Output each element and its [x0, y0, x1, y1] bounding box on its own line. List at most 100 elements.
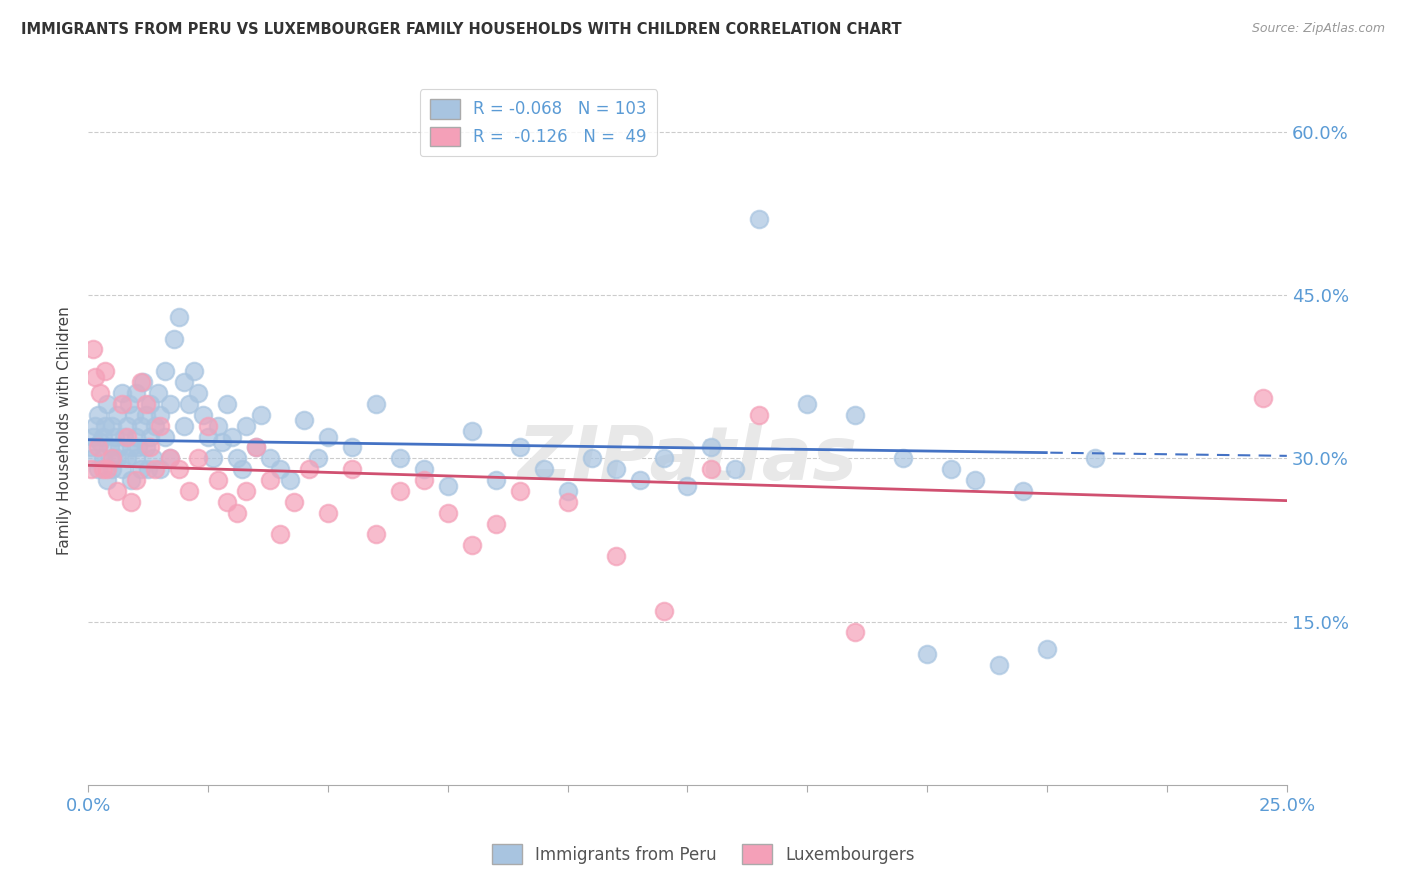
Point — [129, 375, 152, 389]
Point — [605, 462, 627, 476]
Point — [173, 418, 195, 433]
Point — [120, 441, 142, 455]
Point — [412, 473, 434, 487]
Point — [101, 451, 124, 466]
Point — [1251, 392, 1274, 406]
Point — [149, 418, 172, 433]
Point — [84, 369, 107, 384]
Point — [105, 408, 128, 422]
Point — [115, 418, 138, 433]
Point — [461, 538, 484, 552]
Point — [159, 451, 181, 466]
Point — [193, 408, 215, 422]
Point — [628, 473, 651, 487]
Point — [103, 429, 125, 443]
Point — [269, 527, 291, 541]
Point — [676, 478, 699, 492]
Point — [461, 424, 484, 438]
Point — [167, 310, 190, 324]
Point — [533, 462, 555, 476]
Point — [245, 441, 267, 455]
Point — [207, 418, 229, 433]
Text: Source: ZipAtlas.com: Source: ZipAtlas.com — [1251, 22, 1385, 36]
Point — [844, 408, 866, 422]
Point — [101, 418, 124, 433]
Point — [96, 473, 118, 487]
Point — [748, 408, 770, 422]
Point — [197, 429, 219, 443]
Point — [105, 483, 128, 498]
Point — [340, 441, 363, 455]
Point — [101, 451, 124, 466]
Point — [122, 408, 145, 422]
Point — [142, 451, 165, 466]
Point — [139, 441, 162, 455]
Point — [136, 462, 159, 476]
Point — [245, 441, 267, 455]
Point — [700, 462, 723, 476]
Point — [509, 441, 531, 455]
Point — [98, 441, 121, 455]
Point — [197, 418, 219, 433]
Point — [159, 451, 181, 466]
Point — [139, 397, 162, 411]
Point — [988, 658, 1011, 673]
Point — [235, 418, 257, 433]
Point — [135, 441, 157, 455]
Point — [217, 495, 239, 509]
Point — [436, 478, 458, 492]
Point — [115, 429, 138, 443]
Point — [183, 364, 205, 378]
Point — [87, 462, 110, 476]
Point — [652, 604, 675, 618]
Point — [125, 451, 148, 466]
Point — [388, 483, 411, 498]
Point — [89, 434, 111, 449]
Point — [316, 429, 339, 443]
Point — [298, 462, 321, 476]
Point — [316, 506, 339, 520]
Point — [1036, 641, 1059, 656]
Point — [132, 375, 155, 389]
Point — [187, 451, 209, 466]
Point — [153, 429, 176, 443]
Point — [159, 397, 181, 411]
Point — [82, 343, 104, 357]
Point — [79, 441, 101, 455]
Point — [82, 451, 104, 466]
Point — [388, 451, 411, 466]
Point — [153, 364, 176, 378]
Point — [249, 408, 271, 422]
Point — [436, 506, 458, 520]
Point — [844, 625, 866, 640]
Point — [177, 483, 200, 498]
Point — [269, 462, 291, 476]
Point — [217, 397, 239, 411]
Point — [221, 429, 243, 443]
Point — [111, 397, 134, 411]
Point — [965, 473, 987, 487]
Point — [652, 451, 675, 466]
Point — [94, 364, 117, 378]
Point — [364, 527, 387, 541]
Point — [125, 386, 148, 401]
Point — [118, 397, 141, 411]
Point — [149, 408, 172, 422]
Point — [129, 418, 152, 433]
Point — [278, 473, 301, 487]
Point — [115, 451, 138, 466]
Point — [101, 462, 124, 476]
Point — [307, 451, 329, 466]
Point — [135, 397, 157, 411]
Point — [112, 429, 135, 443]
Point — [177, 397, 200, 411]
Y-axis label: Family Households with Children: Family Households with Children — [58, 307, 72, 556]
Point — [259, 451, 281, 466]
Point — [225, 451, 247, 466]
Point — [91, 429, 114, 443]
Point — [125, 473, 148, 487]
Point — [91, 462, 114, 476]
Text: ZIPatlas: ZIPatlas — [517, 423, 858, 496]
Point — [187, 386, 209, 401]
Point — [724, 462, 747, 476]
